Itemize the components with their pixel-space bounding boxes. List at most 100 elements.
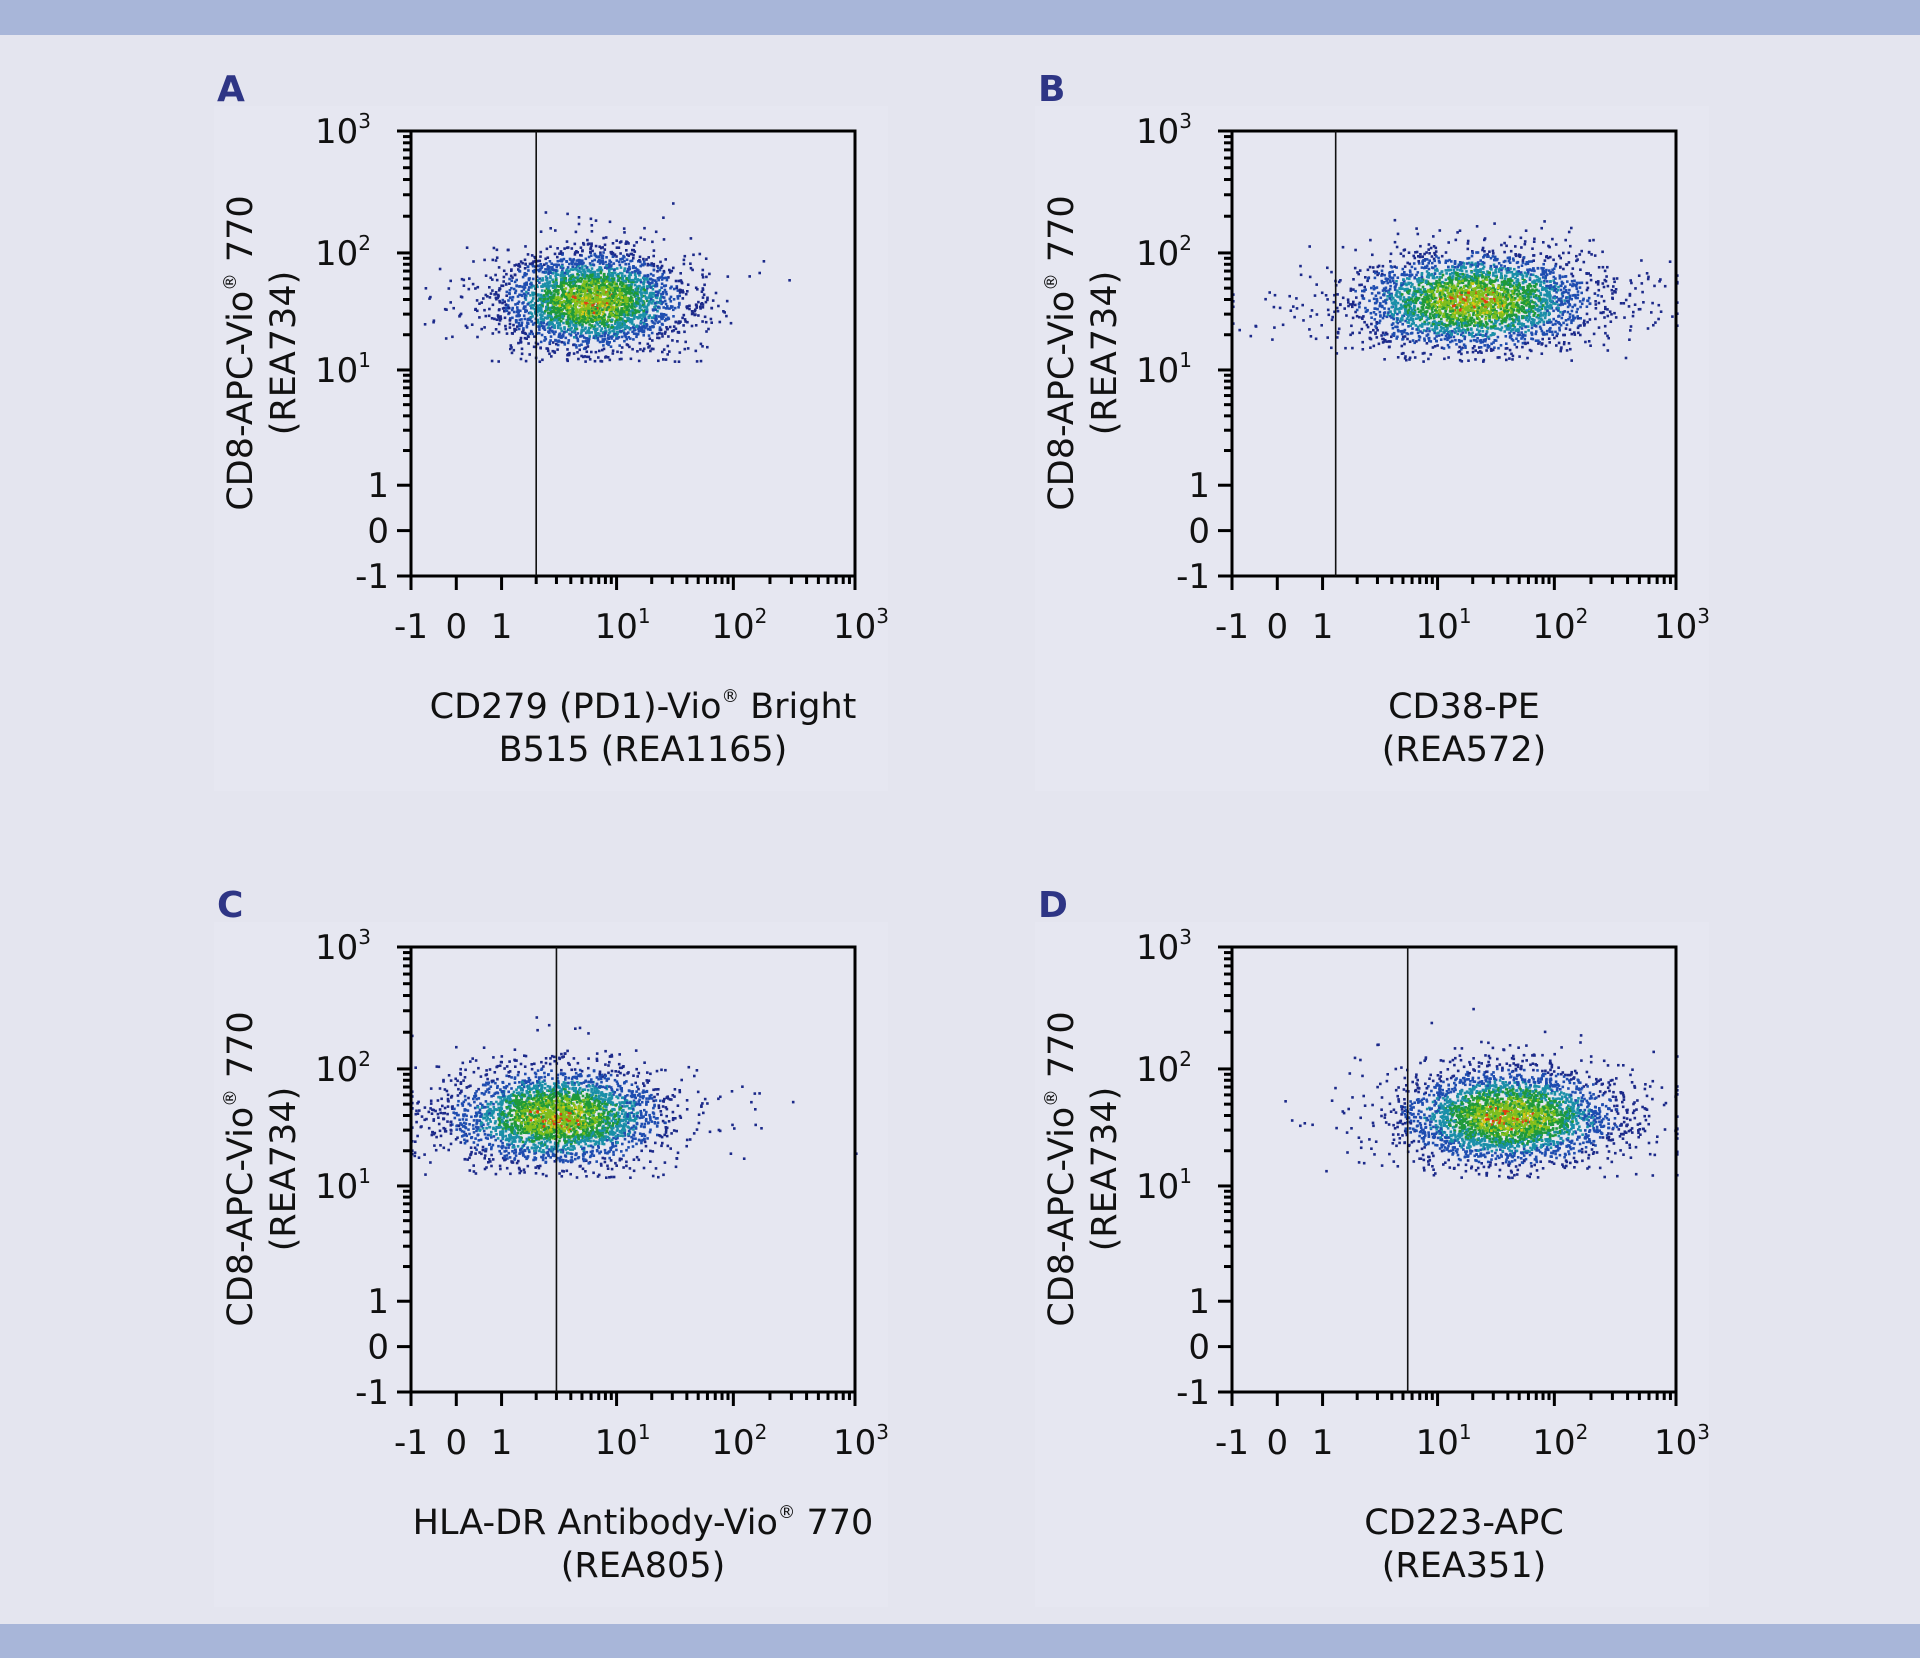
data-point [701, 268, 705, 272]
data-point [1548, 295, 1552, 299]
data-point [647, 284, 650, 288]
data-point [546, 281, 549, 284]
data-point [610, 299, 614, 303]
data-point [1273, 293, 1277, 297]
data-point [1409, 270, 1412, 274]
data-point [625, 309, 628, 312]
data-point [1407, 325, 1410, 328]
data-point [539, 340, 543, 344]
data-point [1486, 253, 1489, 256]
data-point [536, 304, 539, 307]
data-point [546, 291, 549, 294]
data-point [625, 304, 628, 307]
data-point [539, 263, 543, 266]
data-point [1465, 322, 1468, 325]
data-point [1517, 265, 1520, 269]
data-point [614, 315, 617, 318]
data-point [594, 280, 597, 283]
data-point [1382, 314, 1386, 318]
data-point [1543, 279, 1546, 283]
data-point [590, 295, 594, 298]
data-point [560, 340, 564, 344]
data-point [1440, 293, 1443, 297]
data-point [656, 305, 660, 309]
data-point [616, 308, 619, 311]
data-point [587, 320, 590, 323]
data-point [1562, 333, 1565, 337]
data-point [582, 304, 586, 307]
data-point [552, 284, 555, 288]
data-point [1438, 229, 1442, 232]
data-point [520, 318, 523, 321]
data-point [548, 308, 552, 311]
data-point [597, 281, 601, 285]
data-point [1432, 266, 1435, 270]
data-point [1491, 255, 1495, 258]
data-point [578, 266, 581, 270]
data-point [549, 275, 552, 278]
data-point [669, 286, 672, 290]
data-point [532, 294, 535, 297]
data-point [1570, 321, 1573, 325]
data-point [560, 309, 563, 313]
data-point [525, 294, 528, 298]
data-point [572, 352, 576, 355]
data-point [1444, 259, 1448, 263]
data-point [624, 326, 627, 329]
data-point [567, 300, 570, 304]
data-point [1444, 269, 1448, 272]
data-point [1450, 282, 1454, 286]
data-point [539, 230, 543, 233]
data-point [690, 310, 694, 313]
data-point [1485, 330, 1489, 333]
data-point [605, 256, 608, 259]
data-point [631, 303, 634, 306]
data-point [1575, 287, 1579, 290]
data-point [662, 315, 665, 318]
data-point [1619, 302, 1623, 305]
data-point [547, 331, 551, 334]
data-point [621, 299, 625, 302]
data-point [536, 321, 540, 324]
data-point [544, 268, 547, 271]
data-point [562, 293, 565, 297]
data-point [1523, 271, 1527, 275]
data-point [1525, 261, 1529, 264]
data-point [722, 310, 725, 313]
data-point [591, 249, 594, 253]
data-point [592, 315, 596, 319]
data-point [1453, 316, 1456, 319]
data-point [1588, 318, 1592, 321]
data-point [522, 328, 525, 332]
data-point [608, 341, 611, 344]
data-point [642, 325, 646, 329]
data-point [562, 321, 565, 325]
data-point [1500, 280, 1504, 284]
data-point [606, 275, 609, 279]
data-point [1324, 294, 1328, 297]
data-point [532, 291, 536, 295]
data-point [615, 284, 619, 288]
data-point [539, 293, 543, 297]
data-point [597, 269, 600, 272]
data-point [642, 330, 645, 333]
data-point [567, 274, 571, 278]
data-point [646, 285, 649, 288]
data-point [462, 278, 466, 282]
data-point [642, 347, 646, 351]
data-point [1433, 300, 1437, 303]
data-point [1249, 334, 1253, 338]
data-point [1347, 301, 1350, 304]
data-point [656, 309, 659, 313]
data-point [503, 309, 506, 313]
data-point [633, 305, 637, 308]
data-point [554, 313, 557, 316]
data-point [662, 296, 666, 299]
data-point [554, 263, 558, 266]
data-point [623, 274, 627, 278]
data-point [575, 327, 579, 331]
data-point [1595, 280, 1598, 284]
data-point [592, 336, 596, 339]
data-point [620, 322, 624, 326]
data-point [561, 334, 565, 338]
